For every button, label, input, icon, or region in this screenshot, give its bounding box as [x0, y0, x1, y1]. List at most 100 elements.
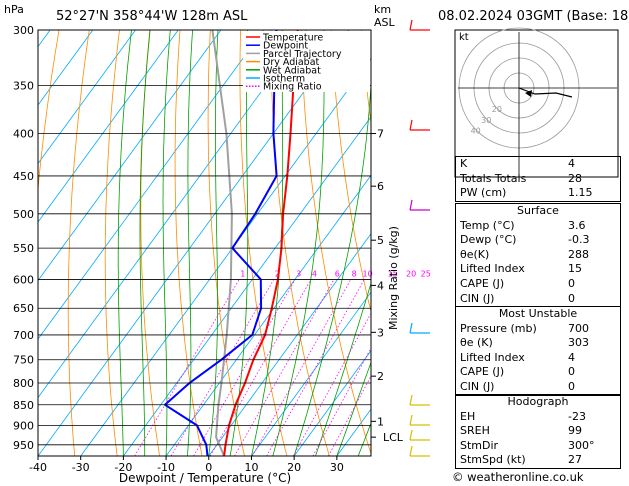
hodograph-trace — [518, 87, 573, 98]
surface-table: Surface Temp (°C) 3.6 Dewp (°C) -0.3 θe(K) 28… — [455, 203, 621, 308]
mixing-ratio-label: 6 — [335, 269, 340, 278]
index-row: StmDir 300° — [456, 439, 620, 454]
temperature-tick-label: -40 — [29, 461, 47, 474]
dry-adiabat — [174, 30, 203, 456]
wind-barb-flag — [409, 445, 413, 457]
index-label: CAPE (J) — [460, 276, 505, 290]
most-unstable-title: Most Unstable — [498, 307, 578, 320]
legend-label: Parcel Trajectory — [263, 49, 342, 60]
index-value: 3.6 — [568, 218, 586, 232]
temperature-tick-label: 10 — [244, 461, 258, 474]
index-value: 27 — [568, 453, 582, 467]
height-tick-label: 6 — [377, 180, 384, 193]
mixing-ratio-line — [134, 279, 240, 456]
index-label: EH — [460, 409, 476, 423]
height-axis: 7 6 5 4 3 2 1 LCL — [371, 128, 404, 444]
temperature-tick-label: -10 — [157, 461, 175, 474]
dry-adiabat — [104, 30, 120, 456]
wind-barb-flag — [409, 199, 413, 211]
index-label: Lifted Index — [460, 350, 525, 364]
wet-adiabat — [251, 30, 284, 456]
pressure-tick-label: 400 — [13, 128, 34, 141]
pressure-tick-label: 550 — [13, 242, 34, 255]
index-label: CIN (J) — [460, 379, 495, 393]
index-label: CAPE (J) — [460, 365, 505, 379]
index-row: StmSpd (kt) 27 — [456, 453, 620, 468]
wet-adiabat — [117, 30, 132, 456]
mixing-ratio-line — [209, 279, 312, 456]
parcel-trajectory-line — [211, 30, 233, 456]
mixing-ratio-label: 3 — [296, 269, 301, 278]
index-label: Totals Totals — [460, 171, 527, 185]
most-unstable-table: Most Unstable Pressure (mb) 700 θe (K) 303 L… — [455, 306, 621, 396]
legend-label: Wet Adiabat — [263, 65, 321, 76]
index-label: StmDir — [460, 438, 499, 452]
index-value: 99 — [568, 424, 582, 438]
dry-adiabat — [207, 30, 245, 456]
pressure-tick-label: 900 — [13, 419, 34, 432]
isotherm-line — [0, 30, 7, 456]
index-value: -0.3 — [568, 233, 590, 247]
wet-adiabat — [139, 30, 151, 456]
index-label: Temp (°C) — [460, 218, 515, 232]
index-row: PW (cm) 1.15 — [456, 186, 620, 201]
plot-frame — [37, 29, 372, 457]
mixing-ratio-line — [193, 279, 296, 456]
wind-barb-flag — [409, 322, 413, 334]
height-tick-label: 4 — [377, 279, 384, 292]
temperature-tick-label: 20 — [287, 461, 301, 474]
index-value: 0 — [568, 365, 575, 379]
index-value: -23 — [568, 409, 586, 423]
legend-box — [243, 31, 370, 92]
isotherm-line — [123, 116, 371, 456]
index-label: Lifted Index — [460, 262, 525, 276]
x-axis-label: Dewpoint / Temperature (°C) — [119, 471, 291, 485]
index-value: 1.15 — [568, 186, 593, 200]
hodograph-ring-label: 20 — [492, 105, 502, 114]
wind-barb-flag — [409, 119, 413, 131]
background-lines — [0, 30, 371, 456]
pressure-tick-label: 450 — [13, 170, 34, 183]
location-title: 52°27'N 358°44'W 128m ASL — [56, 9, 248, 24]
temperature-tick-label: 30 — [330, 461, 344, 474]
index-value: 700 — [568, 321, 589, 335]
hodograph-ring-label: 40 — [471, 126, 481, 135]
pressure-tick-label: 500 — [13, 208, 34, 221]
temperature-tick-label: 0 — [205, 461, 212, 474]
mixing-ratio-label: 8 — [352, 269, 357, 278]
wet-adiabat — [229, 30, 249, 456]
wet-adiabat — [336, 361, 371, 456]
legend-label: Temperature — [262, 33, 323, 44]
temperature-tick-label: -20 — [114, 461, 132, 474]
isotherm-line — [165, 174, 371, 456]
pressure-tick-label: 300 — [13, 24, 34, 37]
legend-label: Isotherm — [263, 74, 305, 85]
pressure-tick-label: 950 — [13, 439, 34, 452]
isotherm-line — [38, 30, 94, 106]
dry-adiabat — [361, 30, 371, 126]
index-value: 0 — [568, 291, 575, 305]
hodograph-table: Hodograph EH -23 SREH 99 StmDir 300° StmSpd (k… — [455, 394, 621, 469]
footer-credit: © weatheronline.co.uk — [452, 470, 584, 484]
index-label: SREH — [460, 424, 490, 438]
mixing-ratio-label: 15 — [388, 269, 398, 278]
index-value: 300° — [568, 438, 595, 452]
wet-adiabat — [293, 78, 371, 456]
hodograph-table-title: Hodograph — [507, 395, 569, 408]
height-tick-label: 5 — [377, 234, 384, 247]
index-row: Lifted Index 15 — [456, 262, 620, 277]
legend-label: Dry Adiabat — [263, 57, 320, 68]
isotherm-line — [208, 233, 371, 456]
wet-adiabat — [162, 30, 171, 456]
index-value: 288 — [568, 247, 589, 261]
index-value: 15 — [568, 262, 582, 276]
index-value: 0 — [568, 276, 575, 290]
index-label: Dewp (°C) — [460, 233, 517, 247]
mixing-ratio-line — [234, 279, 335, 456]
index-value: 303 — [568, 336, 589, 350]
mixing-ratio-line — [292, 312, 371, 456]
index-label: CIN (J) — [460, 291, 495, 305]
height-tick-label: 1 — [377, 415, 384, 428]
